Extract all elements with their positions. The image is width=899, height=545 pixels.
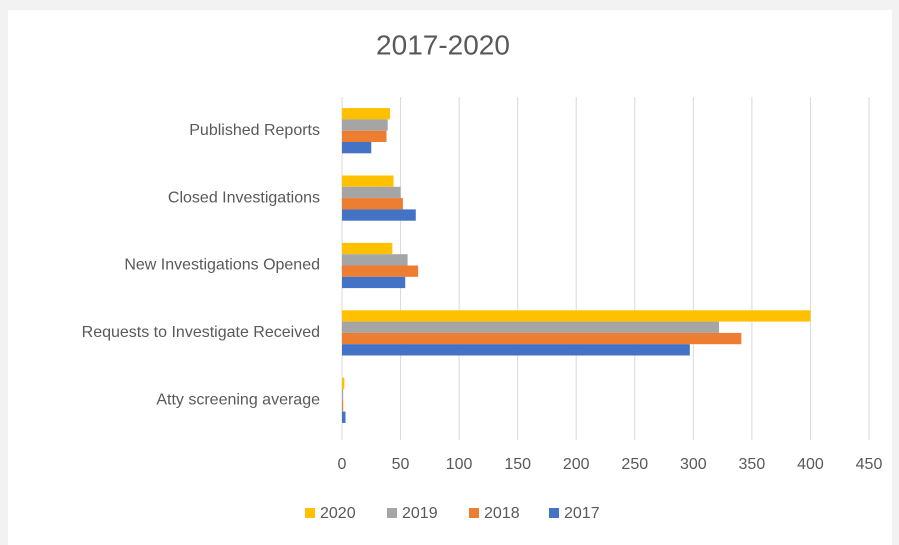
bar [342,310,811,322]
bar [342,321,720,333]
x-tick-label: 0 [338,456,347,473]
bar [342,108,391,120]
x-tick-label: 250 [621,456,648,473]
x-tick-label: 300 [680,456,707,473]
x-tick-label: 50 [392,456,410,473]
bar [342,130,387,142]
x-tick-label: 100 [446,456,473,473]
legend-swatch [549,508,559,518]
legend-swatch [305,508,315,518]
bar [342,377,345,389]
bar [342,400,344,412]
bar [342,186,401,199]
bar [342,344,690,356]
y-tick-label: Atty screening average [156,392,320,409]
bar [342,276,406,289]
x-tick-label: 400 [797,456,824,473]
bar [342,265,419,277]
y-tick-label: Closed Investigations [168,189,320,206]
x-tick-label: 150 [504,456,531,473]
chart-area [8,10,892,545]
bar [342,242,393,255]
y-tick-label: Published Reports [189,122,320,139]
legend-label: 2019 [402,505,438,522]
bar [342,332,742,345]
bar [342,119,388,131]
x-tick-label: 450 [856,456,883,473]
chart-title: 2017-2020 [376,29,510,60]
bar [342,411,346,423]
bar [342,254,408,266]
legend-swatch [469,508,479,518]
bar [342,209,416,221]
legend-label: 2020 [320,505,356,522]
x-tick-label: 200 [563,456,590,473]
bar [342,389,344,401]
legend-label: 2017 [564,505,600,522]
bar [342,142,372,154]
legend-swatch [387,508,397,518]
bar [342,198,403,210]
y-tick-label: Requests to Investigate Received [82,324,320,341]
bar [342,175,394,187]
x-tick-label: 350 [739,456,766,473]
y-tick-label: New Investigations Opened [124,257,320,274]
legend-label: 2018 [484,505,520,522]
